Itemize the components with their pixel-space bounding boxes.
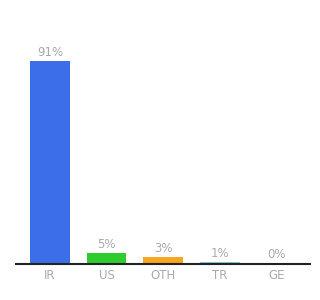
Bar — [143, 257, 183, 264]
Text: 3%: 3% — [154, 242, 172, 255]
Bar — [30, 61, 70, 264]
Text: 5%: 5% — [97, 238, 116, 250]
Text: 91%: 91% — [37, 46, 63, 59]
Text: 1%: 1% — [211, 247, 229, 260]
Bar — [87, 253, 126, 264]
Bar — [200, 262, 240, 264]
Text: 0%: 0% — [267, 248, 286, 261]
